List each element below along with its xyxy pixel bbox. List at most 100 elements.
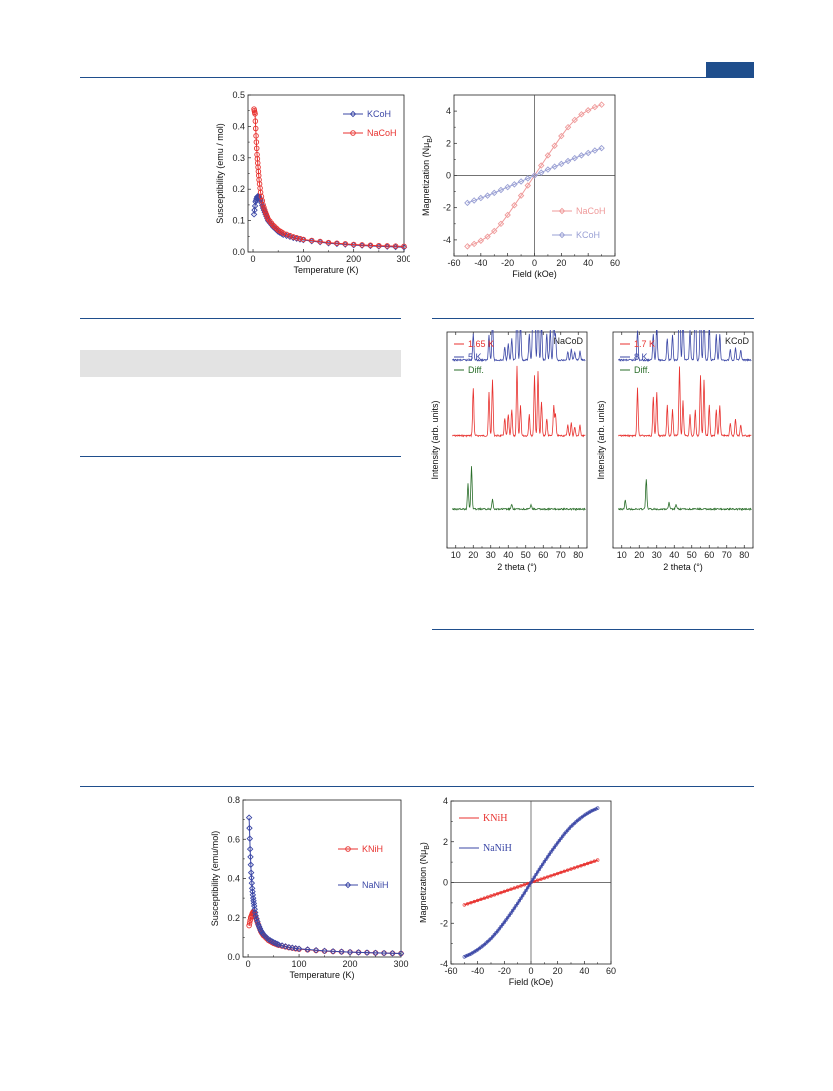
data-point xyxy=(380,949,388,957)
x-tick-label: 80 xyxy=(739,550,749,560)
legend-label: 8 K xyxy=(634,352,648,362)
data-point xyxy=(467,952,472,957)
data-point xyxy=(594,807,598,811)
data-point xyxy=(549,850,553,854)
data-point xyxy=(552,872,557,877)
y-tick-label: 0.5 xyxy=(232,90,245,100)
x-tick-label: 40 xyxy=(503,550,513,560)
data-point xyxy=(485,895,490,899)
x-axis-label: 2 theta (°) xyxy=(497,562,537,572)
pattern-line xyxy=(618,479,752,512)
data-point xyxy=(254,918,261,925)
data-point xyxy=(558,160,565,168)
data-point xyxy=(509,887,513,891)
data-point xyxy=(367,242,374,249)
data-point xyxy=(261,204,267,211)
data-point xyxy=(590,808,595,813)
data-point xyxy=(519,896,523,900)
data-point xyxy=(248,885,256,892)
data-point xyxy=(260,202,266,208)
data-point xyxy=(470,240,478,248)
panel-label: KCoD xyxy=(725,336,750,346)
data-point xyxy=(329,948,337,955)
y-tick-label: 0.1 xyxy=(232,216,245,226)
series-line xyxy=(253,195,405,248)
x-tick-label: 20 xyxy=(556,258,566,268)
x-tick-label: 50 xyxy=(521,550,531,560)
neutron-kcod-chart: 10 20 30 40 50 60 70 80 2 theta (°) Intensity (ar… xyxy=(596,330,754,572)
data-point xyxy=(511,181,518,188)
data-point xyxy=(549,874,553,878)
pattern-1.7 K xyxy=(618,366,752,438)
data-point xyxy=(492,893,497,897)
data-point xyxy=(472,950,477,954)
y-tick-label: 4 xyxy=(443,796,448,806)
data-point xyxy=(585,861,590,866)
data-point xyxy=(293,235,300,241)
data-point xyxy=(401,243,407,250)
x-tick-label: 30 xyxy=(652,550,662,560)
data-point xyxy=(346,948,354,956)
data-point xyxy=(529,880,533,885)
x-axis-label: Temperature (K) xyxy=(293,265,358,275)
data-point xyxy=(270,222,276,229)
data-point xyxy=(494,931,498,935)
series-NaNiH xyxy=(245,814,405,957)
data-point xyxy=(280,230,286,236)
x-axis-label: Field (kOe) xyxy=(509,977,554,987)
legend-label: Diff. xyxy=(468,365,484,375)
data-point xyxy=(342,241,349,247)
x-tick-label: 40 xyxy=(579,966,589,976)
y-tick-label: 0.2 xyxy=(232,184,245,194)
data-point xyxy=(571,154,578,162)
y-tick-label: -4 xyxy=(443,235,451,245)
data-point xyxy=(297,235,303,242)
data-point xyxy=(325,239,332,246)
data-point xyxy=(507,913,512,918)
series-NaNiH xyxy=(462,806,600,959)
data-point xyxy=(465,953,470,958)
data-point xyxy=(251,909,259,916)
legend-marker xyxy=(558,207,566,215)
x-axis-label: Field (kOe) xyxy=(512,269,557,279)
legend-marker xyxy=(345,846,351,852)
y-tick-label: 0.8 xyxy=(227,795,240,805)
legend-label: NaCoH xyxy=(367,128,397,138)
data-point xyxy=(539,865,543,869)
data-point xyxy=(273,940,281,948)
data-point xyxy=(562,832,567,836)
data-point xyxy=(589,809,593,813)
pattern-line xyxy=(618,366,752,438)
x-tick-label: 200 xyxy=(343,959,358,969)
x-tick-label: 60 xyxy=(606,966,616,976)
data-point xyxy=(584,149,592,157)
series-NaCoH xyxy=(251,106,407,250)
legend-marker xyxy=(558,231,566,239)
data-point xyxy=(252,118,259,124)
data-point xyxy=(338,948,345,955)
legend-label: NaCoH xyxy=(576,206,606,216)
data-point xyxy=(247,917,253,924)
data-point xyxy=(492,933,497,937)
data-point xyxy=(250,897,257,904)
data-point xyxy=(578,111,585,118)
x-tick-label: 20 xyxy=(468,550,478,560)
legend-label: NaNiH xyxy=(362,880,389,890)
data-point xyxy=(250,211,258,218)
data-point xyxy=(530,878,535,882)
legend-label: 1.65 K xyxy=(468,339,494,349)
data-point xyxy=(584,107,592,114)
data-point xyxy=(462,955,467,959)
y-tick-label: -2 xyxy=(443,203,451,213)
series-KCoH xyxy=(464,144,605,207)
data-point xyxy=(560,834,565,838)
data-point xyxy=(504,211,511,219)
x-tick-label: 70 xyxy=(722,550,732,560)
data-point xyxy=(520,893,525,898)
header-tab xyxy=(706,62,754,77)
y-tick-label: -4 xyxy=(440,959,448,969)
series-line xyxy=(248,911,402,954)
x-tick-label: 0 xyxy=(251,254,256,264)
legend-label: NaNiH xyxy=(483,843,512,854)
